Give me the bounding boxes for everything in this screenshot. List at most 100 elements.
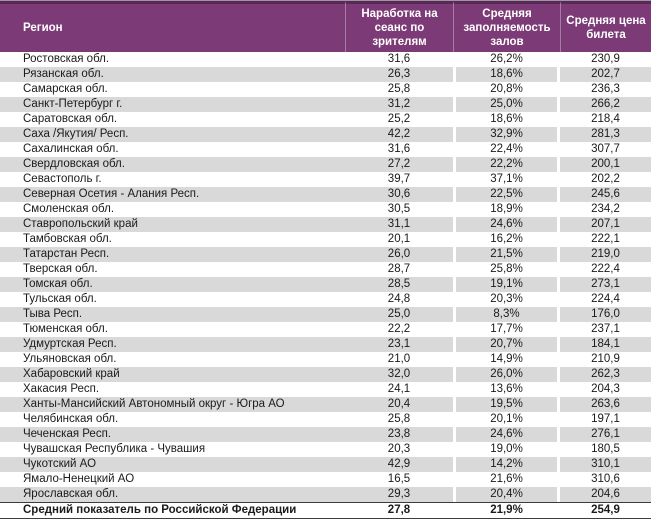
region-cell: Средний показатель по Российской Федерац… [0,502,345,519]
occupancy-cell: 32,9% [453,127,560,142]
table-row: Тверская обл. 28,7 25,8% 222,4 [0,262,651,277]
per-session-cell: 25,8 [387,413,411,425]
table-row: Хакасия Респ. 24,1 13,6% 204,3 [0,382,651,397]
ticket-price-cell: 184,1 [560,337,651,352]
per-session-cell: 25,8 [387,83,411,95]
occupancy-cell: 20,4% [453,487,560,502]
ticket-price-cell: 197,1 [591,413,620,425]
occupancy-cell: 25,8% [453,262,560,277]
ticket-price-cell: 210,9 [591,353,620,365]
table-row: Тюменская обл. 22,2 17,7% 237,1 [0,322,651,337]
occupancy-cell: 22,5% [453,187,560,202]
table-row: Свердловская обл. 27,2 22,2% 200,1 [0,157,651,172]
per-session-cell: 16,5 [387,473,411,485]
occupancy-cell: 20,1% [453,412,560,427]
occupancy-cell: 26,2% [453,52,560,67]
occupancy-cell: 26,0% [453,367,560,382]
per-session-cell: 26,0 [345,247,453,262]
ticket-price-cell: 222,4 [591,263,620,275]
region-cell: Ярославская обл. [0,487,345,502]
header-row: Регион Наработка на сеанс по зрителям Ср… [0,1,651,52]
region-cell: Чеченская Респ. [0,427,345,442]
column-header-region: Регион [0,1,345,52]
per-session-cell: 42,2 [345,127,453,142]
table-row: Челябинская обл. 25,8 20,1% 197,1 [0,412,651,427]
per-session-cell: 25,2 [387,113,411,125]
region-cell: Саратовская обл. [23,113,118,125]
per-session-cell: 24,1 [387,383,411,395]
ticket-price-cell: 218,4 [591,113,620,125]
occupancy-cell: 37,1% [453,172,560,187]
table-row: Чеченская Респ. 23,8 24,6% 276,1 [0,427,651,442]
per-session-cell: 32,0 [345,367,453,382]
table-header: Регион Наработка на сеанс по зрителям Ср… [0,1,651,52]
occupancy-cell: 24,6% [453,427,560,442]
per-session-cell: 31,2 [345,97,453,112]
table-row: Ульяновская обл. 21,0 14,9% 210,9 [0,352,651,367]
ticket-price-cell: 245,6 [560,187,651,202]
region-cell: Санкт-Петербург г. [0,97,345,112]
region-cell: Северная Осетия - Алания Респ. [0,187,345,202]
occupancy-cell: 25,0% [453,97,560,112]
ticket-price-cell: 263,6 [560,397,651,412]
region-cell: Тюменская обл. [23,323,108,335]
region-cell: Тамбовская обл. [23,233,112,245]
occupancy-cell: 19,0% [453,442,560,457]
ticket-price-cell: 180,5 [591,443,620,455]
table-row: Самарская обл. 25,8 20,8% 236,3 [0,82,651,97]
occupancy-cell: 20,8% [453,82,560,97]
ticket-price-cell: 204,3 [591,383,620,395]
table-row: Сахалинская обл. 31,6 22,4% 307,7 [0,142,651,157]
table-row: Тульская обл. 24,8 20,3% 224,4 [0,292,651,307]
region-cell: Ямало-Ненецкий АО [23,473,135,485]
table-row: Северная Осетия - Алания Респ. 30,6 22,5% 2… [0,187,651,202]
occupancy-cell: 14,9% [453,352,560,367]
occupancy-cell: 22,2% [453,157,560,172]
table-row: Ямало-Ненецкий АО 16,5 21,6% 310,6 [0,472,651,487]
table-row: Томская обл. 28,5 19,1% 273,1 [0,277,651,292]
ticket-price-cell: 307,7 [591,143,620,155]
table-row: Хабаровский край 32,0 26,0% 262,3 [0,367,651,382]
ticket-price-cell: 200,1 [560,157,651,172]
per-session-cell: 28,5 [345,277,453,292]
ticket-price-cell: 281,3 [560,127,651,142]
ticket-price-cell: 202,2 [591,173,620,185]
ticket-price-cell: 207,1 [560,217,651,232]
per-session-cell: 20,3 [387,443,411,455]
per-session-cell: 24,8 [387,293,411,305]
table-row: Ростовская обл. 31,6 26,2% 230,9 [0,52,651,67]
table-body: Ростовская обл. 31,6 26,2% 230,9 Рязанская о… [0,52,651,519]
region-cell: Ставропольский край [0,217,345,232]
table-row: Татарстан Респ. 26,0 21,5% 219,0 [0,247,651,262]
ticket-price-cell: 224,4 [591,293,620,305]
region-cell: Хакасия Респ. [23,383,100,395]
per-session-cell: 27,2 [345,157,453,172]
occupancy-cell: 20,7% [453,337,560,352]
occupancy-cell: 21,5% [453,247,560,262]
ticket-price-cell: 234,2 [591,203,620,215]
region-cell: Ханты-Мансийский Автономный округ - Югра… [0,397,345,412]
region-cell: Свердловская обл. [0,157,345,172]
region-cell: Хабаровский край [0,367,345,382]
per-session-cell: 20,4 [345,397,453,412]
region-cell: Челябинская обл. [23,413,119,425]
ticket-price-cell: 266,2 [560,97,651,112]
region-cell: Удмуртская Респ. [0,337,345,352]
table-row: Смоленская обл. 30,5 18,9% 234,2 [0,202,651,217]
per-session-cell: 20,1 [387,233,411,245]
table-row: Саха /Якутия/ Респ. 42,2 32,9% 281,3 [0,127,651,142]
table-row: Чувашская Республика - Чувашия 20,3 19,0% 1… [0,442,651,457]
occupancy-cell: 20,3% [453,292,560,307]
table-row: Удмуртская Респ. 23,1 20,7% 184,1 [0,337,651,352]
occupancy-cell: 22,4% [453,142,560,157]
per-session-cell: 22,2 [387,323,411,335]
per-session-cell: 23,8 [345,427,453,442]
region-cell: Смоленская обл. [23,203,115,215]
ticket-price-cell: 262,3 [560,367,651,382]
ticket-price-cell: 254,9 [560,502,651,519]
per-session-cell: 23,1 [345,337,453,352]
table-row: Чукотский АО 42,9 14,2% 310,1 [0,457,651,472]
ticket-price-cell: 276,1 [560,427,651,442]
